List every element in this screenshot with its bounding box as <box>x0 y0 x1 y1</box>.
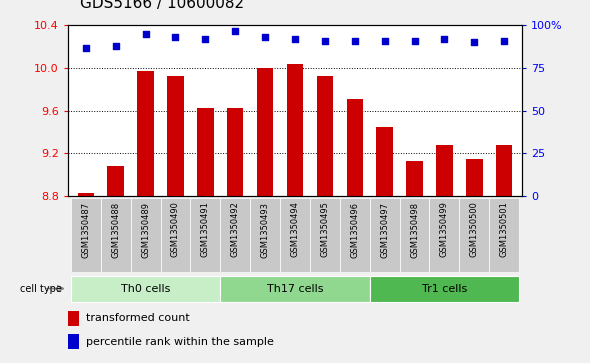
Bar <box>346 99 363 196</box>
Bar <box>317 76 333 196</box>
Text: GSM1350496: GSM1350496 <box>350 201 359 258</box>
Bar <box>167 76 183 196</box>
Bar <box>257 68 273 196</box>
Point <box>500 38 509 44</box>
Bar <box>489 198 519 272</box>
Point <box>470 40 479 45</box>
Bar <box>191 198 220 272</box>
Bar <box>399 198 430 272</box>
Text: GSM1350494: GSM1350494 <box>290 201 300 257</box>
Bar <box>227 107 244 196</box>
Bar <box>160 198 191 272</box>
Text: Th17 cells: Th17 cells <box>267 284 323 294</box>
Bar <box>407 161 423 196</box>
Bar <box>197 107 214 196</box>
Point <box>380 38 389 44</box>
Text: GSM1350500: GSM1350500 <box>470 201 479 257</box>
Bar <box>250 198 280 272</box>
Bar <box>130 198 160 272</box>
Point <box>81 45 90 50</box>
Point <box>290 36 300 42</box>
Bar <box>340 198 370 272</box>
Bar <box>436 145 453 196</box>
Bar <box>107 166 124 196</box>
Bar <box>77 193 94 196</box>
Bar <box>430 198 460 272</box>
Text: GSM1350490: GSM1350490 <box>171 201 180 257</box>
Bar <box>220 198 250 272</box>
Text: percentile rank within the sample: percentile rank within the sample <box>86 337 274 347</box>
Bar <box>496 145 513 196</box>
Text: GSM1350498: GSM1350498 <box>410 201 419 258</box>
Text: GSM1350489: GSM1350489 <box>141 201 150 258</box>
Bar <box>287 64 303 196</box>
Text: GSM1350491: GSM1350491 <box>201 201 210 257</box>
Bar <box>101 198 130 272</box>
Text: cell type: cell type <box>20 284 62 294</box>
Text: GSM1350493: GSM1350493 <box>261 201 270 258</box>
Text: GSM1350495: GSM1350495 <box>320 201 329 257</box>
Bar <box>466 159 483 196</box>
Bar <box>370 198 399 272</box>
Bar <box>71 198 101 272</box>
Point <box>260 34 270 40</box>
Text: GSM1350487: GSM1350487 <box>81 201 90 258</box>
Bar <box>460 198 489 272</box>
Text: GDS5166 / 10600082: GDS5166 / 10600082 <box>80 0 244 11</box>
Bar <box>137 71 154 196</box>
Bar <box>280 198 310 272</box>
Text: GSM1350501: GSM1350501 <box>500 201 509 257</box>
Bar <box>68 310 79 326</box>
Point <box>350 38 359 44</box>
Point <box>111 43 120 49</box>
Point <box>171 34 180 40</box>
Bar <box>370 276 519 302</box>
Point <box>201 36 210 42</box>
Text: transformed count: transformed count <box>86 313 190 323</box>
Text: GSM1350488: GSM1350488 <box>111 201 120 258</box>
Bar <box>376 127 393 196</box>
Point <box>440 36 449 42</box>
Bar <box>68 334 79 349</box>
Point <box>320 38 330 44</box>
Bar <box>310 198 340 272</box>
Point <box>410 38 419 44</box>
Point <box>231 28 240 33</box>
Bar <box>71 276 220 302</box>
Bar <box>220 276 370 302</box>
Text: GSM1350492: GSM1350492 <box>231 201 240 257</box>
Text: GSM1350497: GSM1350497 <box>380 201 389 258</box>
Text: GSM1350499: GSM1350499 <box>440 201 449 257</box>
Point <box>141 31 150 37</box>
Text: Th0 cells: Th0 cells <box>121 284 171 294</box>
Text: Tr1 cells: Tr1 cells <box>422 284 467 294</box>
